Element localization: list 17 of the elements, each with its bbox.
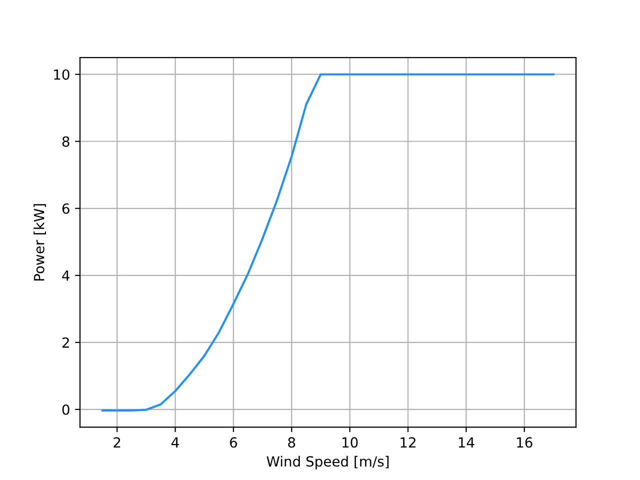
y-axis-title: Power [kW] (34, 204, 46, 281)
y-tick-label: 10 (54, 69, 70, 80)
x-tick-label: 14 (458, 437, 474, 448)
x-axis-title: Wind Speed [m/s] (266, 456, 389, 470)
y-tick-label: 6 (62, 203, 70, 214)
x-tick-label: 4 (172, 437, 179, 448)
x-tick-label: 6 (230, 437, 237, 448)
x-tick-label: 2 (114, 437, 120, 448)
y-tick-label: 4 (62, 270, 70, 281)
x-tick-label: 16 (517, 437, 532, 448)
x-tick-label: 12 (400, 437, 416, 448)
line-series (102, 73, 554, 412)
y-tick-label: 2 (62, 337, 69, 348)
y-tick-label: 0 (62, 404, 70, 415)
x-tick-label: 10 (342, 437, 358, 448)
x-tick-label: 8 (288, 437, 296, 448)
y-tick-label: 8 (62, 136, 70, 147)
